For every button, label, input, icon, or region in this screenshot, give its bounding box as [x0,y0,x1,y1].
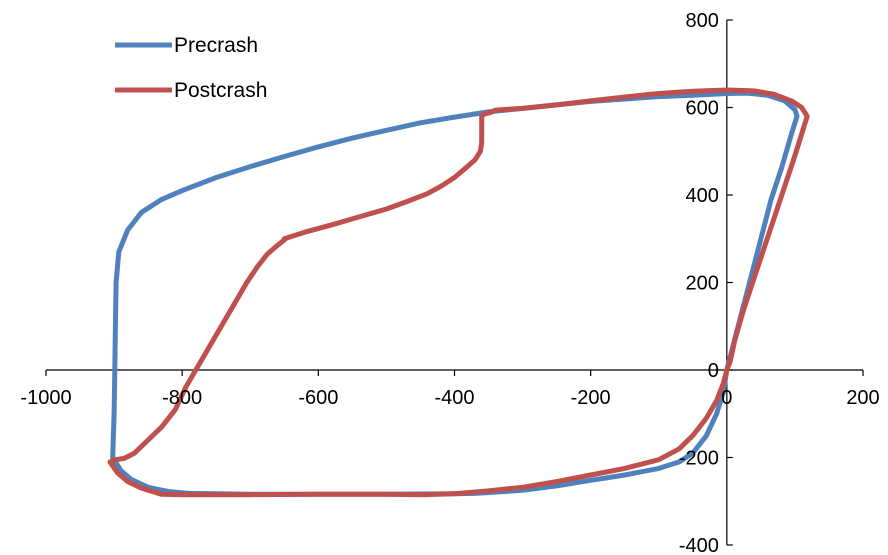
legend-label-precrash: Precrash [174,34,258,57]
series-line-precrash [110,90,800,497]
legend-label-postcrash: Postcrash [174,79,267,102]
x-tick-label: -1000 [20,387,71,409]
x-tick-label: -400 [434,387,474,409]
x-tick-label: -800 [162,387,202,409]
x-tick-label: 0 [721,387,732,409]
x-tick-label: -600 [298,387,338,409]
y-tick-label: 0 [708,360,719,382]
x-tick-label: 200 [846,387,879,409]
series-layer [107,87,810,498]
tick-labels: -1000 -800 -600 -400 -200 0 200 -400 -200 0 200 400… [20,10,879,555]
axes [45,19,864,546]
y-tick-label: 200 [685,273,718,295]
y-tick-label: -200 [679,448,719,470]
y-tick-label: 600 [685,98,718,120]
legend: Precrash Postcrash [115,34,267,102]
y-tick-label: 800 [685,10,718,32]
x-tick-label: -200 [571,387,611,409]
y-tick-label: -400 [679,535,719,555]
y-tick-label: 400 [685,185,718,207]
series-line-postcrash [107,87,810,498]
